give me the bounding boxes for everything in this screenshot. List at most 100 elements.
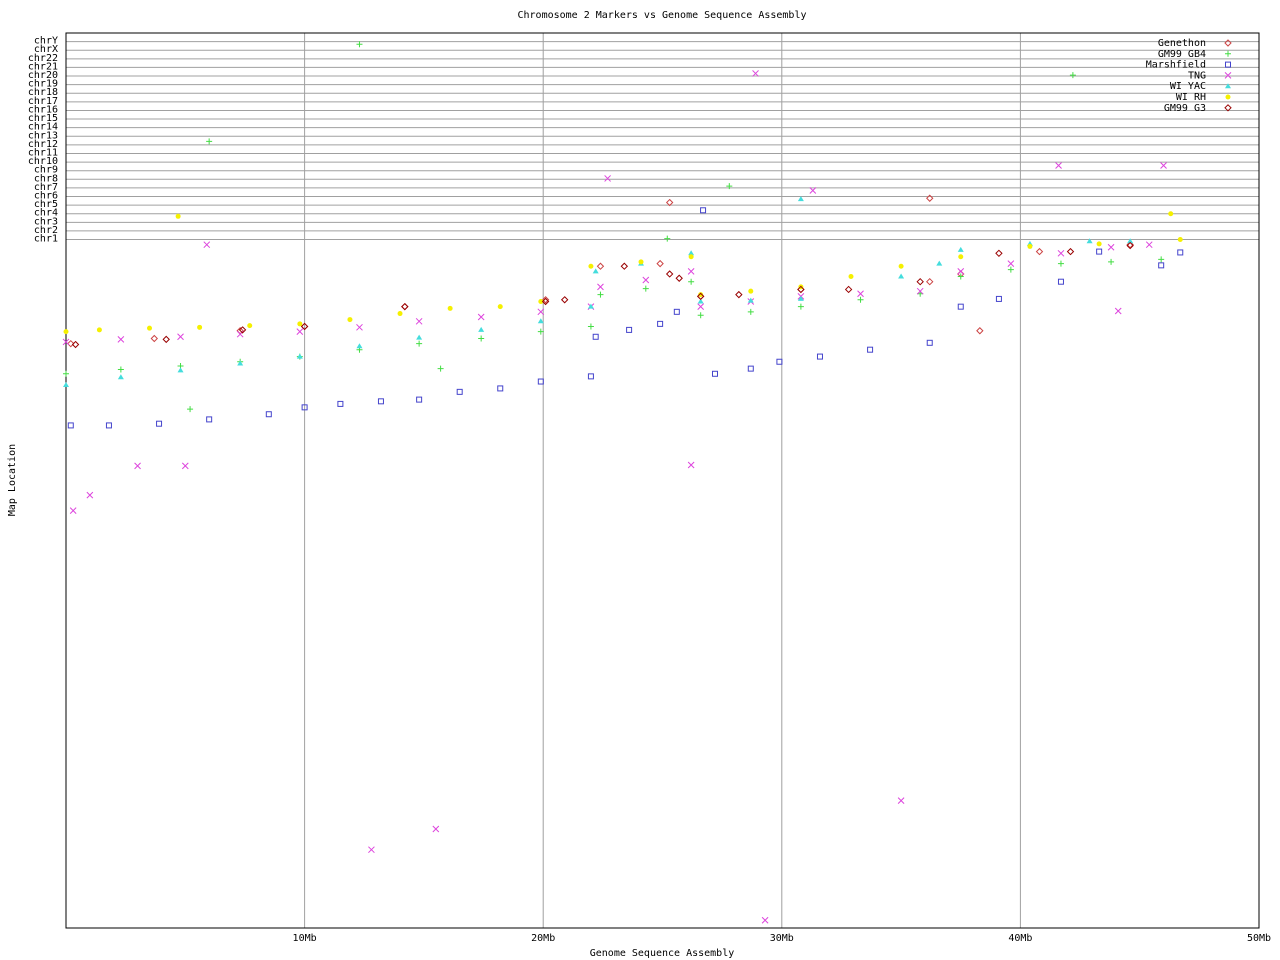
point	[1158, 256, 1165, 263]
point	[797, 303, 804, 310]
point	[597, 291, 604, 298]
x-tick-label: 50Mb	[1247, 933, 1271, 944]
point	[675, 274, 683, 282]
point	[687, 268, 695, 275]
point	[356, 41, 363, 48]
point	[162, 335, 170, 344]
point	[456, 388, 463, 395]
point	[181, 462, 189, 470]
point	[62, 338, 70, 346]
point	[1027, 243, 1033, 249]
point	[697, 312, 704, 319]
y-tick-label: chr3	[34, 216, 58, 227]
point	[1160, 162, 1167, 169]
point	[541, 296, 550, 304]
point	[301, 404, 308, 411]
point	[117, 374, 124, 380]
point	[761, 916, 769, 924]
point	[747, 297, 754, 303]
y-tick-label: chr20	[28, 70, 58, 81]
legend-marker	[1225, 94, 1231, 100]
point	[437, 365, 444, 372]
point	[867, 346, 874, 353]
point	[776, 358, 783, 365]
y-tick-label: chr9	[34, 165, 58, 176]
point	[976, 327, 984, 335]
point	[537, 318, 544, 324]
point	[726, 183, 733, 190]
point	[592, 333, 599, 340]
point	[857, 290, 864, 298]
point	[665, 198, 674, 207]
point	[995, 249, 1003, 258]
point	[206, 138, 213, 145]
point	[916, 277, 924, 286]
x-tick-label: 20Mb	[531, 933, 555, 944]
point	[897, 797, 905, 804]
point	[596, 262, 605, 270]
y-tick-label: chr22	[28, 53, 58, 64]
point	[541, 297, 550, 306]
point	[478, 326, 485, 332]
point	[588, 263, 594, 269]
point	[96, 327, 102, 333]
point	[848, 274, 854, 280]
legend-label: GM99 G3	[1164, 103, 1206, 114]
point	[797, 295, 804, 301]
point	[638, 259, 644, 265]
y-tick-label: chr17	[28, 96, 58, 107]
point	[657, 320, 664, 327]
point	[748, 288, 754, 294]
point	[177, 367, 184, 373]
point	[1126, 240, 1134, 249]
y-tick-label: chr18	[28, 87, 58, 98]
point	[587, 303, 594, 309]
y-tick-label: chr11	[28, 147, 58, 158]
point	[497, 385, 504, 392]
point	[957, 303, 964, 310]
point	[117, 366, 124, 373]
point	[957, 246, 964, 252]
legend-label: TNG	[1188, 70, 1206, 81]
point	[926, 339, 933, 346]
plot-frame	[65, 32, 1260, 929]
point	[63, 370, 69, 377]
point	[156, 420, 163, 427]
point	[537, 328, 544, 335]
point	[247, 323, 253, 329]
y-tick-label: chr21	[28, 61, 58, 72]
point	[673, 308, 680, 315]
point	[356, 343, 363, 349]
y-tick-label: chr12	[28, 139, 58, 150]
point	[688, 254, 694, 260]
point	[957, 273, 964, 280]
point	[698, 292, 704, 298]
point	[134, 462, 141, 470]
point	[415, 317, 423, 325]
point	[347, 317, 353, 323]
point	[995, 295, 1002, 302]
point	[1096, 241, 1102, 247]
point	[1066, 247, 1075, 256]
legend-label: WI RH	[1176, 92, 1206, 103]
point	[1035, 247, 1044, 256]
point	[687, 461, 695, 469]
point	[587, 323, 594, 330]
y-tick-label: chr15	[28, 113, 58, 124]
point	[735, 290, 743, 299]
point	[696, 292, 705, 301]
point	[237, 360, 244, 366]
point	[916, 287, 924, 295]
y-tick-label: chr7	[34, 182, 58, 193]
point	[297, 321, 303, 327]
legend-marker	[1224, 39, 1232, 47]
y-tick-label: chr2	[34, 225, 58, 236]
point	[620, 262, 629, 270]
point	[1057, 249, 1065, 257]
point	[664, 235, 671, 242]
point	[697, 303, 705, 311]
point	[1168, 211, 1174, 217]
point	[265, 411, 272, 418]
point	[296, 328, 304, 335]
legend-label: WI YAC	[1170, 81, 1206, 92]
